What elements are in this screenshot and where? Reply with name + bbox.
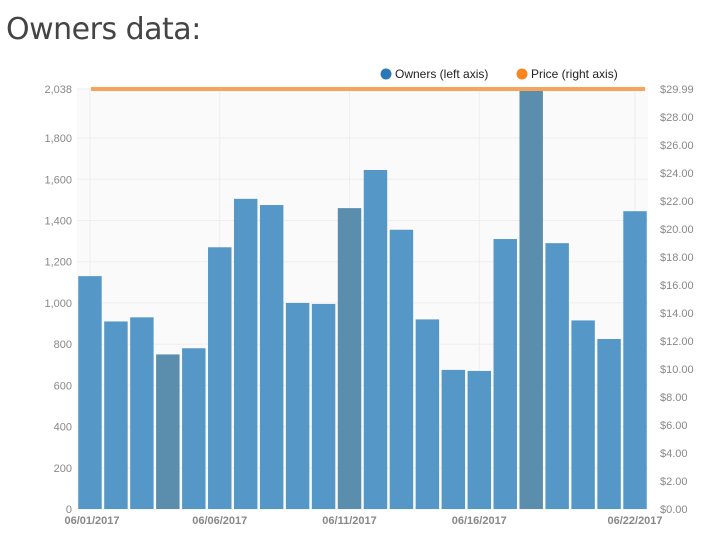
left-axis-tick-label: 2,038 [44,84,72,96]
owners-chart: 0 200 400 600 800 1,000 1,200 1,400 1,600 1,800 2,… [44,67,694,527]
owners-bar [311,303,336,509]
legend-marker [380,68,392,80]
right-axis-tick-label: $12.00 [660,336,694,348]
right-axis-tick-label: $20.00 [660,224,694,236]
owners-bar [441,369,466,509]
owners-bar [285,302,310,509]
legend-label: Owners (left axis) [395,67,488,81]
owners-bars [78,89,647,510]
left-axis-tick-label: 0 [66,504,72,516]
x-axis-tick-label: 06/06/2017 [192,515,247,527]
owners-bar [415,319,440,509]
left-axis-tick-label: 200 [54,463,72,475]
right-axis-tick-label: $29.99 [660,84,694,96]
owners-bar [259,205,284,509]
x-axis-tick-label: 06/11/2017 [322,515,376,527]
owners-bar [597,338,621,509]
right-axis-tick-label: $18.00 [660,252,694,264]
legend-marker [516,68,528,80]
x-axis-tick-label: 06/16/2017 [452,515,507,527]
left-axis-tick-label: 1,200 [44,257,72,269]
left-axis: 0 200 400 600 800 1,000 1,200 1,400 1,600 1,800 2,… [44,84,72,516]
right-axis-tick-label: $0.00 [660,504,688,516]
page-title: Owners data: [6,12,201,47]
owners-bar [623,211,647,509]
right-axis-tick-label: $14.00 [660,308,694,320]
right-axis-tick-label: $8.00 [660,392,688,404]
owners-bar [545,243,569,509]
x-axis-tick-label: 06/01/2017 [64,515,119,527]
right-axis: $0.00 $2.00 $4.00 $6.00 $8.00 $10.00 $12.00 $14… [660,84,694,516]
right-axis-tick-label: $2.00 [660,476,688,488]
owners-bar [78,276,102,509]
right-axis-tick-label: $22.00 [660,196,694,208]
legend-label: Price (right axis) [531,67,618,81]
owners-bar [104,321,128,509]
owners-bar [493,239,517,510]
x-axis: 06/01/2017 06/06/2017 06/11/2017 06/16/2017… [64,515,662,527]
left-axis-tick-label: 1,400 [44,215,72,227]
x-axis-tick-label: 06/22/2017 [607,515,662,527]
left-axis-tick-label: 1,000 [44,298,72,310]
left-axis-tick-label: 800 [54,339,72,351]
owners-bar [208,247,232,509]
owners-bar [182,348,206,509]
right-axis-tick-label: $16.00 [660,280,694,292]
owners-bar [233,198,258,509]
left-axis-tick-label: 400 [54,422,72,434]
left-axis-tick-label: 1,800 [44,133,72,145]
right-axis-tick-label: $6.00 [660,420,688,432]
right-axis-tick-label: $10.00 [660,364,694,376]
right-axis-tick-label: $26.00 [660,140,694,152]
owners-bar [337,208,362,510]
right-axis-tick-label: $4.00 [660,448,688,460]
right-axis-tick-label: $28.00 [660,112,694,124]
owners-bar [363,169,388,510]
left-axis-tick-label: 600 [54,380,72,392]
owners-bar [156,354,180,509]
owners-bar [130,317,154,509]
owners-bar [519,89,543,509]
owners-bar [571,320,595,509]
owners-bar [467,370,492,509]
right-axis-tick-label: $24.00 [660,168,694,180]
left-axis-tick-label: 1,600 [44,174,72,186]
legend: Owners (left axis) Price (right axis) [380,67,618,81]
owners-bar [389,229,414,509]
